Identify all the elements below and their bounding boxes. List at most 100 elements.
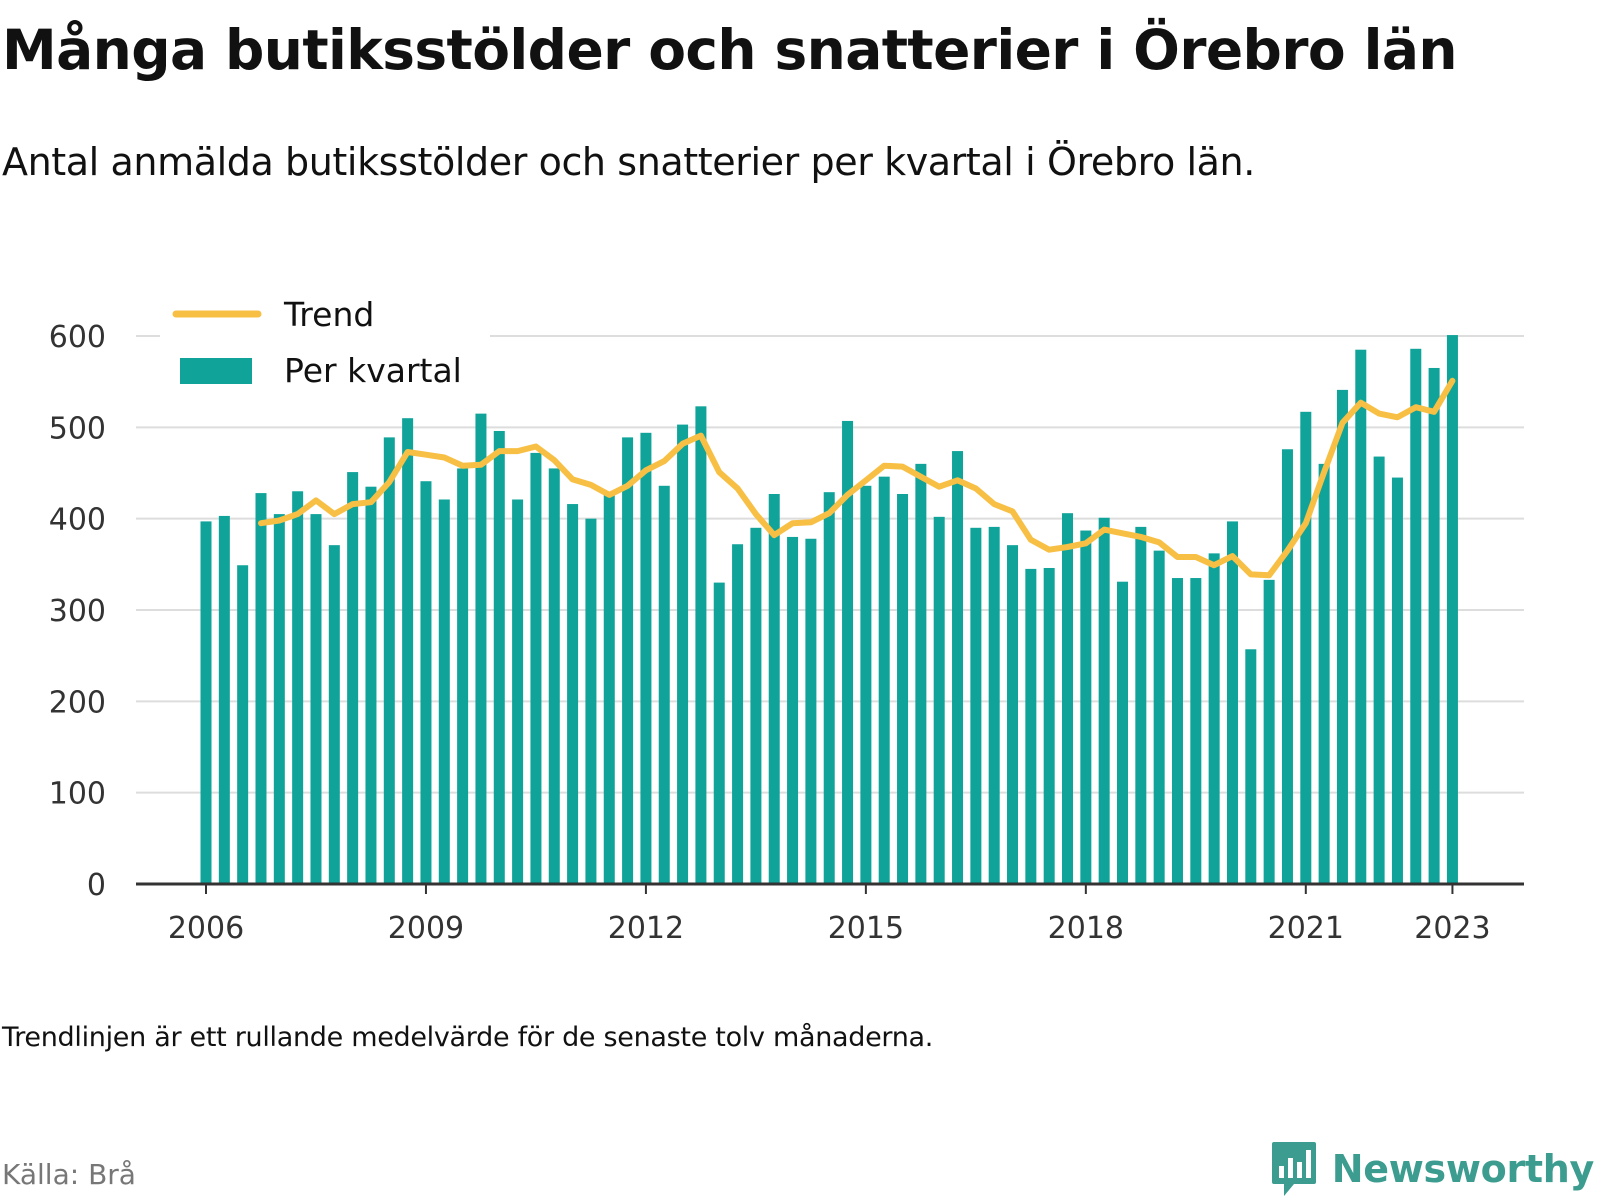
- x-tick-label: 2015: [828, 911, 904, 946]
- chart: 0 100 200 300 400 500 600 2006 2009 2012 2015 2018…: [48, 286, 1524, 946]
- chart-title: Många butiksstölder och snatterier i Öre…: [2, 18, 1458, 82]
- y-tick-label: 0: [87, 868, 106, 903]
- bar: [273, 514, 285, 884]
- legend: Trend Per kvartal: [160, 286, 490, 401]
- bar: [1355, 349, 1367, 884]
- bar: [1007, 545, 1019, 884]
- bar: [1153, 550, 1165, 884]
- bar: [1318, 463, 1330, 884]
- bar: [347, 472, 359, 884]
- bar: [1281, 449, 1293, 884]
- bar: [768, 494, 780, 884]
- bar: [988, 526, 1000, 884]
- y-axis-labels: 0 100 200 300 400 500 600: [49, 320, 106, 903]
- trend-line-group: [258, 377, 1456, 579]
- trend-line: [258, 377, 1456, 579]
- brand-logo: Newsworthy: [1270, 1141, 1594, 1197]
- x-tick-label: 2012: [608, 911, 684, 946]
- x-tick-label: 2018: [1048, 911, 1124, 946]
- bar: [457, 468, 469, 884]
- x-tick-label: 2006: [168, 911, 244, 946]
- bar: [218, 515, 230, 884]
- legend-bar-label: Per kvartal: [284, 351, 462, 390]
- bar: [658, 485, 670, 884]
- bar: [1171, 578, 1183, 884]
- bar: [1062, 513, 1074, 884]
- bar: [567, 504, 579, 884]
- legend-bar-swatch: [180, 358, 252, 384]
- bar: [1043, 567, 1055, 884]
- legend-trend-label: Trend: [283, 295, 374, 334]
- bar: [402, 418, 414, 884]
- bar: [622, 437, 634, 884]
- bar: [512, 499, 524, 884]
- bar: [603, 494, 615, 884]
- bar: [255, 493, 267, 884]
- bar: [1410, 348, 1422, 885]
- bar: [1117, 581, 1128, 884]
- bar: [420, 481, 432, 884]
- x-tick-label: 2009: [388, 911, 464, 946]
- bar: [1428, 367, 1440, 884]
- bar: [640, 432, 652, 884]
- bar: [310, 514, 322, 884]
- bar: [952, 451, 964, 884]
- brand-name: Newsworthy: [1331, 1147, 1595, 1191]
- chart-subtitle: Antal anmälda butiksstölder och snatteri…: [2, 140, 1255, 184]
- bar: [530, 452, 542, 884]
- bar: [1135, 526, 1147, 884]
- bar: [1208, 553, 1220, 884]
- bar: [1025, 568, 1037, 884]
- bar: [1446, 335, 1458, 884]
- bar: [1080, 530, 1092, 884]
- y-tick-label: 200: [49, 685, 106, 720]
- y-tick-label: 500: [49, 411, 106, 446]
- bar: [897, 494, 909, 884]
- bar: [548, 468, 560, 884]
- bar: [933, 516, 945, 884]
- bar: [328, 545, 340, 884]
- bar: [438, 499, 450, 884]
- bar: [823, 492, 835, 884]
- bar: [878, 476, 890, 884]
- bar: [1391, 477, 1403, 884]
- bar: [292, 491, 304, 884]
- bars: [200, 335, 1458, 885]
- bar: [475, 413, 487, 884]
- bar: [365, 486, 377, 884]
- bar: [200, 521, 212, 884]
- bar: [1098, 517, 1110, 884]
- bar: [1226, 521, 1238, 884]
- x-axis: 2006 2009 2012 2015 2018 2021 2023: [136, 882, 1524, 946]
- x-tick-label: 2021: [1268, 911, 1344, 946]
- bar: [1245, 649, 1257, 884]
- bar: [383, 437, 395, 884]
- y-tick-label: 300: [49, 594, 106, 629]
- bar: [493, 430, 505, 884]
- bar: [842, 420, 854, 884]
- bar: [787, 536, 799, 884]
- bar: [1336, 389, 1348, 884]
- y-tick-label: 600: [49, 320, 106, 355]
- y-tick-label: 100: [49, 777, 106, 812]
- bar: [237, 565, 249, 884]
- bar: [1263, 579, 1275, 884]
- y-tick-label: 400: [49, 503, 106, 538]
- bar: [805, 538, 817, 884]
- bar: [1373, 456, 1385, 884]
- footnote: Trendlinjen är ett rullande medelvärde f…: [2, 1022, 934, 1053]
- x-tick-label: 2023: [1414, 911, 1490, 946]
- bar: [860, 485, 872, 884]
- bar: [585, 518, 597, 884]
- bar: [695, 406, 707, 884]
- bar: [750, 527, 762, 884]
- newsworthy-logo-icon: [1271, 1142, 1316, 1196]
- bar: [713, 582, 725, 884]
- source-text: Källa: Brå: [2, 1158, 136, 1191]
- bar: [970, 527, 982, 884]
- bar: [1190, 578, 1202, 884]
- bar: [915, 463, 927, 884]
- bar: [677, 424, 689, 884]
- bar: [732, 544, 744, 884]
- bar: [1300, 411, 1312, 884]
